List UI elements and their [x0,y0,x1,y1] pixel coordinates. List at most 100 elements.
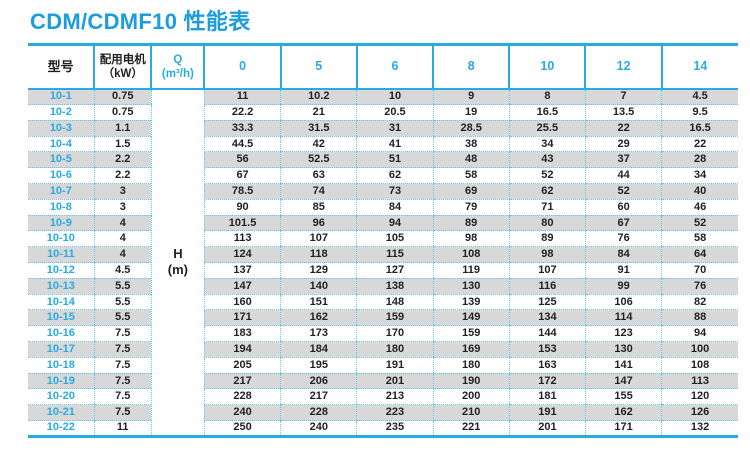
head-value-cell: 43 [508,151,586,169]
head-value-cell: 116 [508,278,586,295]
head-value-cell: 173 [280,325,357,343]
head-value-cell: 195 [280,357,357,374]
head-value-cell: 200 [432,388,510,406]
head-value-cell: 147 [584,373,662,390]
head-value-cell: 113 [203,230,281,248]
table-row: 10-17 7.5 194 184 180 169 153 130 100 [28,341,738,358]
head-value-cell: 64 [661,246,738,264]
model-cell: 10-10 [28,230,95,248]
table-row: 10-2 0.75 22.2 21 20.5 19 16.5 13.5 9.5 [28,104,738,121]
table-row: 10-14 5.5 160 151 148 139 125 106 82 [28,294,738,311]
table-row: 10-18 7.5 205 195 191 180 163 141 108 [28,357,738,374]
head-value-cell: 113 [661,373,738,390]
head-value-cell: 28 [661,151,738,169]
table-row: 10-4 1.5 44.5 42 41 38 34 29 22 [28,136,738,153]
flow-header-unit: (m³/h) [161,68,194,81]
table-row: 10-3 1.1 33.3 31.5 31 28.5 25.5 22 16.5 [28,120,738,137]
table-row: 10-19 7.5 217 206 201 190 172 147 113 [28,373,738,390]
head-value-cell: 205 [203,357,281,374]
head-value-cell: 118 [280,246,357,264]
head-value-cell: 67 [203,167,281,185]
flow-rate-header: 5 [279,44,357,90]
head-value-cell: 37 [584,151,662,169]
head-value-cell: 137 [203,262,281,279]
head-value-cell: 22.2 [203,104,281,121]
model-cell: 10-15 [28,309,95,327]
motor-power-cell: 7.5 [93,357,152,374]
head-value-cell: 94 [661,325,738,343]
head-value-cell: 141 [584,357,662,374]
table-row: 10-12 4.5 137 129 127 119 107 91 70 [28,262,738,279]
head-value-cell: 159 [432,325,510,343]
head-value-cell: 107 [280,230,357,248]
head-value-cell: 149 [432,309,510,327]
head-value-cell: 71 [508,199,586,216]
header-row: 型号 配用电机 （kW） Q (m³/h) 0 5 6 8 10 12 14 [28,44,738,90]
head-value-cell: 123 [584,325,662,343]
head-value-cell: 183 [203,325,281,343]
model-cell: 10-14 [28,294,95,311]
head-value-cell: 101.5 [203,215,281,232]
head-value-cell: 108 [661,357,738,374]
head-value-cell: 52 [584,183,662,200]
head-value-cell: 22 [584,120,662,137]
table-row: 10-6 2.2 67 63 62 58 52 44 34 [28,167,738,185]
head-value-cell: 85 [280,199,357,216]
head-value-cell: 162 [280,309,357,327]
head-value-cell: 119 [432,262,510,279]
head-value-cell: 56 [203,151,281,169]
model-column-header: 型号 [28,44,95,90]
head-value-cell: 29 [584,136,662,153]
head-value-cell: 190 [432,373,510,390]
model-cell: 10-9 [28,215,95,232]
page-title: CDM/CDMF10 性能表 [30,9,251,34]
head-value-cell: 44 [584,167,662,185]
model-cell: 10-17 [28,341,95,358]
head-value-cell: 217 [203,373,281,390]
motor-power-cell: 7.5 [93,404,152,422]
head-value-cell: 44.5 [203,136,281,153]
model-cell: 10-2 [28,104,95,121]
model-cell: 10-13 [28,278,95,295]
head-value-cell: 151 [280,294,357,311]
head-value-cell: 25.5 [508,120,586,137]
head-value-cell: 73 [356,183,434,200]
model-cell: 10-8 [28,199,95,216]
model-cell: 10-5 [28,151,95,169]
head-value-cell: 228 [203,388,281,406]
head-value-cell: 46 [661,199,738,216]
head-value-cell: 88 [661,309,738,327]
table-row: 10-16 7.5 183 173 170 159 144 123 94 [28,325,738,343]
model-cell: 10-3 [28,120,95,137]
motor-power-cell: 4 [93,230,152,248]
head-value-cell: 115 [356,246,434,264]
head-value-cell: 201 [356,373,434,390]
motor-power-cell: 1.1 [93,120,152,137]
head-value-cell: 62 [356,167,434,185]
flow-rate-header: 14 [660,44,738,90]
model-cell: 10-21 [28,404,95,422]
model-cell: 10-22 [28,420,95,437]
motor-column-header: 配用电机 （kW） [93,44,152,90]
head-value-cell: 140 [280,278,357,295]
head-value-cell: 11 [203,88,281,106]
head-value-cell: 169 [432,341,510,358]
head-value-cell: 9.5 [661,104,738,121]
head-value-cell: 13.5 [584,104,662,121]
head-value-cell: 52 [508,167,586,185]
head-value-cell: 210 [432,404,510,422]
head-value-cell: 16.5 [661,120,738,137]
model-cell: 10-6 [28,167,95,185]
head-value-cell: 147 [203,278,281,295]
head-value-cell: 114 [584,309,662,327]
table-row: 10-15 5.5 171 162 159 149 134 114 88 [28,309,738,327]
head-value-cell: 38 [432,136,510,153]
model-cell: 10-20 [28,388,95,406]
head-value-cell: 107 [508,262,586,279]
head-value-cell: 206 [280,373,357,390]
table-row: 10-21 7.5 240 228 223 210 191 162 126 [28,404,738,422]
head-value-cell: 148 [356,294,434,311]
head-value-cell: 171 [203,309,281,327]
head-value-cell: 10 [356,88,434,106]
head-value-cell: 108 [432,246,510,264]
